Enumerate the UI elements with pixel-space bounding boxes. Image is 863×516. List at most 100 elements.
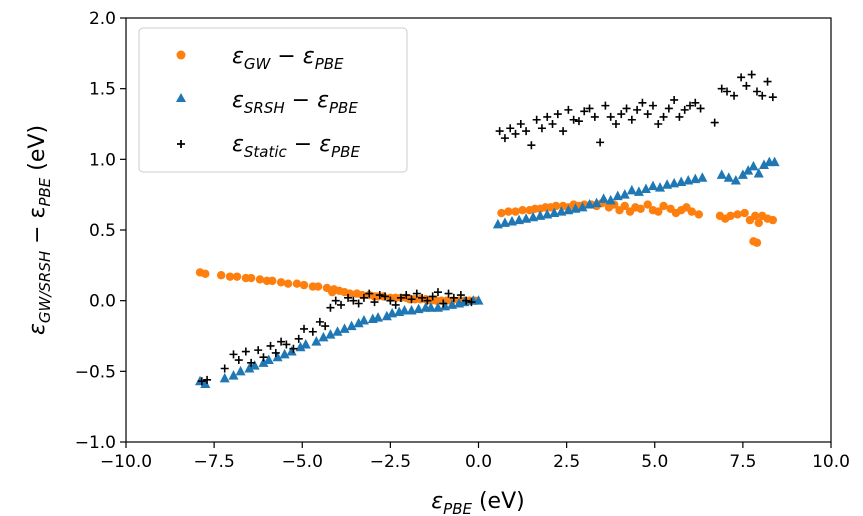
- srsh-point: [748, 160, 759, 171]
- srsh-point: [286, 346, 297, 356]
- static-point: [282, 340, 291, 349]
- srsh-point: [521, 213, 532, 223]
- static-point: [266, 341, 275, 350]
- static-point: [611, 120, 620, 128]
- static-point: [321, 322, 330, 331]
- static-point: [375, 291, 384, 300]
- static-point: [444, 289, 453, 298]
- static-point: [370, 298, 379, 307]
- gw-point: [201, 269, 210, 279]
- static-point: [391, 300, 400, 309]
- srsh-point: [279, 348, 290, 359]
- static-point: [675, 112, 684, 121]
- static-point: [308, 327, 317, 336]
- static-point: [763, 77, 772, 86]
- x-tick-label: 0.0: [465, 452, 492, 472]
- srsh-point: [612, 190, 623, 201]
- srsh-point: [542, 208, 553, 219]
- static-point: [622, 104, 631, 113]
- gw-point: [313, 282, 323, 291]
- srsh-point: [563, 204, 574, 215]
- static-point: [412, 289, 421, 298]
- static-point: [354, 299, 363, 308]
- static-point: [203, 375, 212, 384]
- static-point: [271, 348, 280, 357]
- srsh-point: [598, 193, 609, 203]
- srsh-point: [556, 206, 567, 216]
- static-point: [289, 344, 298, 353]
- y-axis-label: εGW/SRSH − εPBE (eV): [25, 125, 54, 335]
- static-point: [500, 134, 509, 143]
- static-point: [654, 120, 663, 128]
- x-axis-label: εPBE (eV): [431, 489, 524, 516]
- srsh-point: [200, 378, 211, 389]
- srsh-point: [577, 201, 588, 212]
- legend-entry-static: εStatic − εPBE: [177, 132, 360, 161]
- static-point: [670, 95, 679, 104]
- static-point: [423, 296, 432, 305]
- srsh-point: [311, 336, 322, 346]
- srsh-point: [332, 326, 343, 336]
- static-point: [553, 110, 562, 119]
- srsh-point: [346, 320, 357, 331]
- static-point: [691, 98, 700, 107]
- legend-marker-circle: [176, 50, 186, 60]
- gw-point: [551, 201, 561, 211]
- gw-point: [216, 271, 226, 280]
- srsh-point: [535, 210, 546, 220]
- srsh-point: [506, 216, 517, 226]
- static-point: [659, 112, 668, 121]
- static-point: [349, 296, 358, 305]
- static-point: [418, 293, 427, 302]
- x-tick-label: −7.5: [193, 452, 234, 472]
- static-point: [511, 129, 520, 138]
- y-tick-label: 0.5: [89, 221, 116, 241]
- static-point: [643, 110, 652, 119]
- static-point: [742, 81, 751, 90]
- static-point: [449, 293, 458, 302]
- srsh-point: [492, 218, 503, 229]
- static-point: [506, 124, 515, 133]
- gw-point: [246, 273, 256, 283]
- gw-point: [659, 201, 668, 211]
- srsh-point: [228, 370, 239, 380]
- legend-label-gw: εGW − εPBE: [232, 44, 344, 73]
- srsh-point: [244, 363, 255, 373]
- srsh-point: [690, 173, 701, 184]
- x-tick-label: 2.5: [553, 452, 580, 472]
- static-point: [220, 364, 229, 373]
- static-point: [696, 104, 705, 113]
- legend-entry-gw: εGW − εPBE: [176, 44, 344, 73]
- srsh-point: [697, 172, 708, 182]
- static-point: [254, 346, 263, 355]
- gw-point: [328, 287, 337, 297]
- srsh-point: [447, 299, 458, 309]
- y-tick-label: 2.0: [89, 9, 116, 29]
- srsh-point: [633, 186, 644, 196]
- y-tick-label: 1.5: [89, 80, 116, 100]
- srsh-point: [353, 317, 364, 328]
- static-point: [407, 295, 416, 304]
- static-point: [300, 324, 309, 333]
- y-tick-label: −0.5: [75, 362, 116, 382]
- x-axis-ticks: −10.0 −7.5 −5.0 −2.5 0.0 2.5 5.0 7.5 10.0: [100, 442, 850, 472]
- legend-label-static: εStatic − εPBE: [232, 132, 360, 161]
- srsh-point: [249, 360, 260, 370]
- srsh-point: [399, 305, 410, 315]
- srsh-point: [549, 207, 560, 218]
- gw-point: [654, 207, 663, 216]
- srsh-point: [514, 214, 525, 225]
- srsh-point: [619, 189, 630, 199]
- static-point: [467, 298, 476, 307]
- x-tick-label: 10.0: [812, 452, 850, 472]
- srsh-point: [325, 329, 336, 339]
- gw-point: [518, 206, 527, 215]
- static-point: [564, 105, 573, 114]
- static-point: [197, 377, 206, 386]
- static-point: [680, 105, 689, 114]
- static-point: [241, 347, 250, 356]
- x-tick-label: −2.5: [370, 452, 411, 472]
- gw-point: [643, 200, 652, 209]
- srsh-point: [381, 310, 392, 321]
